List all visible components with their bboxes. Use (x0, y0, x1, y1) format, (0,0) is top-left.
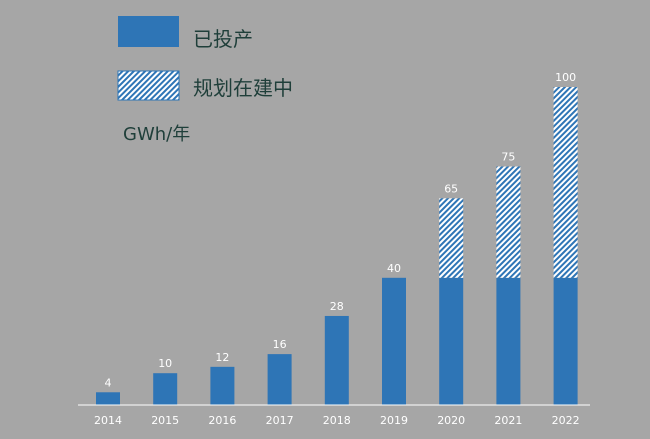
value-label-2020: 65 (444, 182, 458, 195)
value-label-2017: 16 (273, 338, 287, 351)
x-tick-2015: 2015 (151, 414, 179, 427)
x-tick-2021: 2021 (494, 414, 522, 427)
x-tick-2019: 2019 (380, 414, 408, 427)
bar-planned-2022 (553, 87, 578, 278)
bar-operating-2015 (153, 373, 178, 405)
unit-label: GWh/年 (123, 124, 190, 145)
x-tick-2017: 2017 (266, 414, 294, 427)
value-labels-group: 4 10 12 16 28 40 65 75 100 (105, 71, 577, 389)
value-label-2019: 40 (387, 262, 401, 275)
bar-operating-2019 (382, 277, 406, 405)
bar-planned-2020 (439, 198, 464, 278)
bar-operating-2021 (496, 277, 521, 405)
legend-swatch-operating (118, 16, 179, 47)
value-label-2022: 100 (555, 71, 576, 84)
value-label-2021: 75 (501, 151, 515, 164)
bar-operating-2016 (210, 366, 235, 405)
bar-operating-2017 (267, 354, 292, 405)
value-label-2018: 28 (330, 300, 344, 313)
bars-group (96, 87, 578, 405)
x-tick-2016: 2016 (208, 414, 236, 427)
x-tick-2022: 2022 (552, 414, 580, 427)
bar-operating-2014 (96, 392, 120, 405)
value-label-2016: 12 (215, 351, 229, 364)
bar-operating-2022 (553, 277, 578, 405)
bar-operating-2018 (324, 315, 349, 405)
x-tick-labels-group: 2014 2015 2016 2017 2018 2019 2020 2021 2022 (94, 414, 580, 427)
bar-planned-2021 (496, 166, 521, 278)
legend-label-planned: 规划在建中 (193, 76, 293, 100)
value-label-2015: 10 (158, 357, 172, 370)
x-tick-2014: 2014 (94, 414, 122, 427)
bar-operating-2020 (439, 277, 464, 405)
legend-label-operating: 已投产 (193, 27, 253, 51)
value-label-2014: 4 (105, 376, 112, 389)
legend-swatch-planned (117, 70, 180, 101)
x-tick-2018: 2018 (323, 414, 351, 427)
x-tick-2020: 2020 (437, 414, 465, 427)
